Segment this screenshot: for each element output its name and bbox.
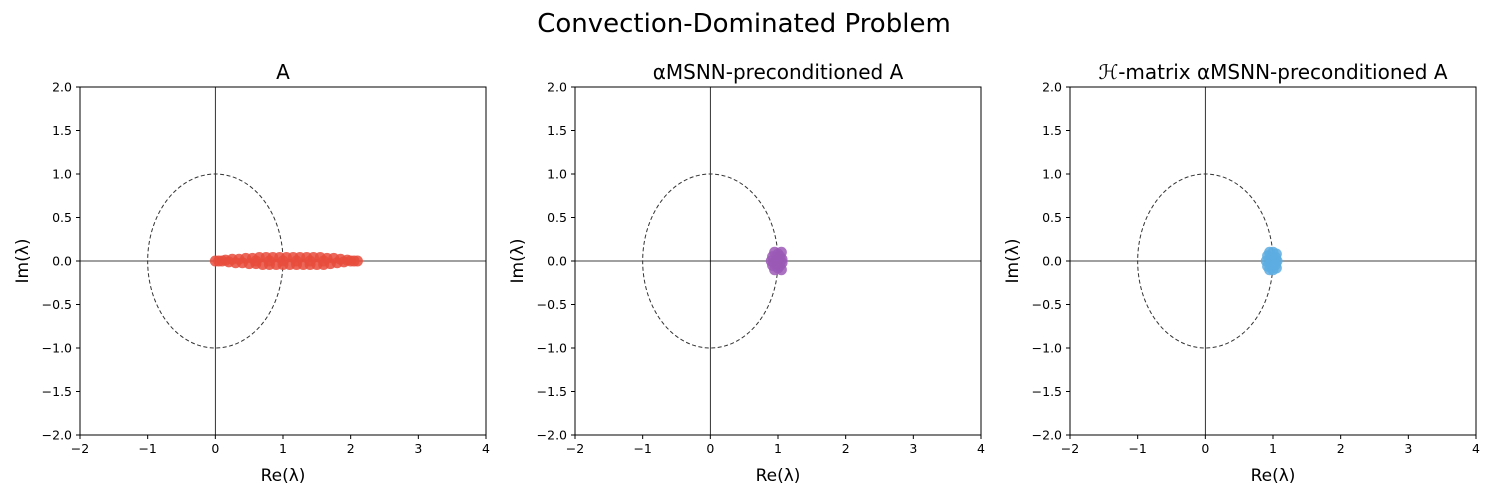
x-axis-label: Re(λ) [1251,466,1296,486]
y-tick-label: 0.0 [1042,254,1062,269]
y-tick-label: 2.0 [547,80,567,95]
x-tick-label: 1 [279,441,287,456]
x-tick-label: 3 [414,441,422,456]
x-tick-label: 3 [1404,441,1412,456]
y-axis-label: Im(λ) [1003,239,1023,284]
y-tick-label: −2.0 [537,428,567,443]
y-tick-label: 1.5 [52,123,72,138]
chart-title: αMSNN-preconditioned A [653,60,904,84]
x-tick-label: −2 [71,441,89,456]
data-point [1270,258,1282,270]
y-tick-label: −1.0 [1032,341,1062,356]
x-tick-label: 1 [774,441,782,456]
y-tick-label: 1.0 [547,167,567,182]
y-tick-label: −0.5 [1032,297,1062,312]
y-tick-label: 1.5 [547,123,567,138]
data-point [304,255,316,267]
x-tick-label: 0 [706,441,714,456]
x-tick-label: 2 [347,441,355,456]
y-tick-label: 2.0 [1042,80,1062,95]
eigenvalue-points [765,246,788,276]
x-tick-label: 2 [1337,441,1345,456]
y-axis-label: Im(λ) [508,239,528,284]
data-point [774,259,786,271]
y-tick-label: 0.5 [1042,210,1062,225]
chart-panel-3: −2 −1 0 1 2 3 4 2.0 1.5 1.0 0.5 0.0 −0.5 −1.0 −1.5 −2.0… [1003,60,1480,486]
data-point [774,251,786,263]
y-tick-label: −1.5 [42,384,72,399]
data-point [263,255,275,267]
x-tick-label: −1 [138,441,156,456]
chart-title: ℋ-matrix αMSNN-preconditioned A [1098,60,1447,84]
x-tick-label: 0 [211,441,219,456]
y-tick-label: 0.5 [52,210,72,225]
y-tick-label: −1.0 [42,341,72,356]
x-tick-label: 4 [977,441,985,456]
y-tick-label: 1.0 [1042,167,1062,182]
y-tick-label: −2.0 [1032,428,1062,443]
x-tick-label: 0 [1201,441,1209,456]
y-tick-label: −2.0 [42,428,72,443]
y-tick-label: 0.5 [547,210,567,225]
y-tick-label: 0.0 [52,254,72,269]
data-point [351,255,363,267]
x-tick-label: 3 [909,441,917,456]
x-tick-label: −1 [633,441,651,456]
x-axis-label: Re(λ) [261,466,306,486]
chart-panel-2: −2 −1 0 1 2 3 4 2.0 1.5 1.0 0.5 0.0 −0.5 −1.0 −1.5 −2.0… [508,60,985,486]
x-tick-label: −2 [566,441,584,456]
data-point [291,255,303,267]
figure-suptitle: Convection-Dominated Problem [537,9,951,39]
y-tick-label: 1.5 [1042,123,1062,138]
y-tick-label: 0.0 [547,254,567,269]
y-tick-label: −1.0 [537,341,567,356]
x-tick-label: 1 [1269,441,1277,456]
x-tick-label: −2 [1061,441,1079,456]
y-tick-label: −0.5 [42,297,72,312]
y-axis-label: Im(λ) [13,239,33,284]
x-axis-label: Re(λ) [756,466,801,486]
data-point [250,255,262,267]
y-tick-label: 1.0 [52,167,72,182]
panels: −2 −1 0 1 2 3 4 2.0 1.5 1.0 0.5 0.0 −0.5 −1.0 −1.5 −2.0… [13,60,1480,486]
x-tick-label: 2 [842,441,850,456]
chart-title: A [276,60,290,84]
x-tick-label: 4 [1472,441,1480,456]
data-point [277,255,289,267]
eigenvalue-points [209,252,363,270]
eigenvalue-points [1260,246,1283,276]
y-tick-label: −1.5 [1032,384,1062,399]
x-tick-label: −1 [1128,441,1146,456]
data-point [318,255,330,267]
y-tick-label: 2.0 [52,80,72,95]
y-tick-label: −0.5 [537,297,567,312]
chart-panel-1: −2 −1 0 1 2 3 4 2.0 1.5 1.0 0.5 0.0 −0.5 −1.0 −1.5 −2.0… [13,60,490,486]
y-tick-label: −1.5 [537,384,567,399]
x-tick-label: 4 [482,441,490,456]
